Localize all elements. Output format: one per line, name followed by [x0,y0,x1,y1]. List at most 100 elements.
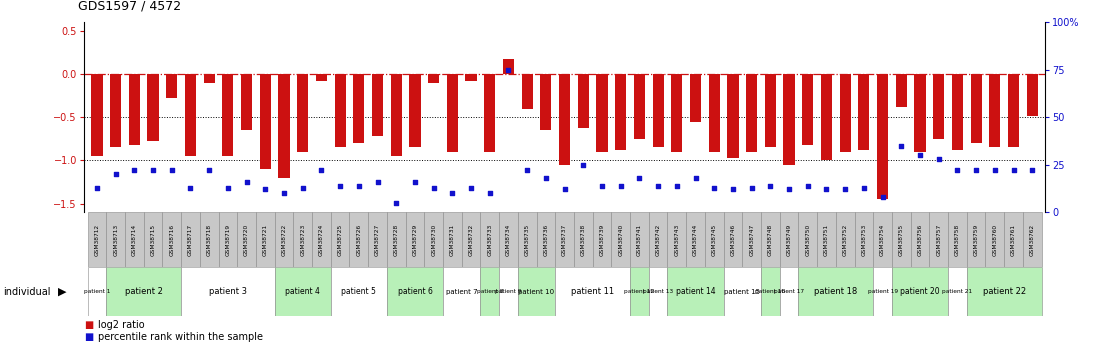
Point [312,168,330,173]
Point [855,185,873,190]
Text: GSM38740: GSM38740 [618,224,623,256]
Bar [951,74,963,150]
Bar [499,267,518,316]
Text: percentile rank within the sample: percentile rank within the sample [98,333,264,342]
Text: patient 4: patient 4 [285,287,320,296]
Text: patient 10: patient 10 [519,288,555,295]
Bar [1023,212,1042,267]
Text: GSM38734: GSM38734 [506,224,511,256]
Bar [967,212,985,267]
Point [425,185,443,190]
Bar [372,74,383,136]
Bar [892,212,911,267]
Bar [631,267,648,316]
Text: GSM38737: GSM38737 [562,224,567,256]
Bar [1026,74,1038,116]
Point [817,187,835,192]
Bar [915,74,926,152]
Bar [443,212,462,267]
Bar [723,212,742,267]
Bar [331,212,350,267]
Bar [798,267,873,316]
Bar [368,212,387,267]
Bar [275,212,293,267]
Text: patient 12: patient 12 [624,289,654,294]
Text: ■: ■ [84,333,93,342]
Bar [184,74,196,156]
Point [780,187,798,192]
Bar [390,74,401,156]
Bar [481,212,499,267]
Bar [406,212,425,267]
Text: GSM38745: GSM38745 [712,224,717,256]
Text: GSM38735: GSM38735 [524,224,530,256]
Point [462,185,480,190]
Bar [578,74,589,128]
Point [125,168,143,173]
Bar [648,267,667,316]
Bar [761,267,779,316]
Bar [200,212,218,267]
Point [873,194,891,200]
Text: patient 20: patient 20 [900,287,940,296]
Bar [293,212,312,267]
Bar [556,267,631,316]
Text: GSM38713: GSM38713 [113,224,119,256]
Bar [779,212,798,267]
Text: GSM38754: GSM38754 [880,224,885,256]
Text: patient 1: patient 1 [84,289,111,294]
Text: GSM38715: GSM38715 [151,224,155,256]
Text: GSM38746: GSM38746 [730,224,736,256]
Bar [203,74,215,83]
Bar [259,74,271,169]
Bar [970,74,982,143]
Text: log2 ratio: log2 ratio [98,320,145,330]
Bar [728,74,739,158]
Point [593,183,610,188]
Point [181,185,199,190]
Bar [667,212,686,267]
Text: patient 5: patient 5 [341,287,377,296]
Point [686,175,704,181]
Text: GSM38752: GSM38752 [843,224,847,256]
Bar [1008,74,1020,147]
Point [948,168,966,173]
Bar [537,212,556,267]
Bar [784,74,795,165]
Bar [148,74,159,141]
Bar [425,212,443,267]
Bar [746,74,757,152]
Bar [802,74,814,145]
Text: patient 17: patient 17 [774,289,804,294]
Bar [462,212,481,267]
Point [500,67,518,72]
Bar [761,212,779,267]
Bar [948,212,967,267]
Bar [522,74,533,109]
Bar [574,212,593,267]
Text: GSM38719: GSM38719 [226,224,230,256]
Point [742,185,760,190]
Bar [110,74,121,147]
Text: patient 18: patient 18 [814,287,858,296]
Bar [484,74,495,152]
Text: GSM38742: GSM38742 [655,224,661,256]
Bar [297,74,309,152]
Point [387,200,405,205]
Point [537,175,555,181]
Bar [854,212,873,267]
Bar [87,212,106,267]
Point [1023,168,1041,173]
Bar [840,74,851,152]
Point [911,152,929,158]
Point [163,168,181,173]
Text: ■: ■ [84,320,93,330]
Point [761,183,779,188]
Point [88,185,106,190]
Text: patient 9: patient 9 [495,289,522,294]
Bar [518,212,537,267]
Bar [237,212,256,267]
Text: GSM38759: GSM38759 [974,224,978,256]
Bar [556,212,574,267]
Bar [350,212,368,267]
